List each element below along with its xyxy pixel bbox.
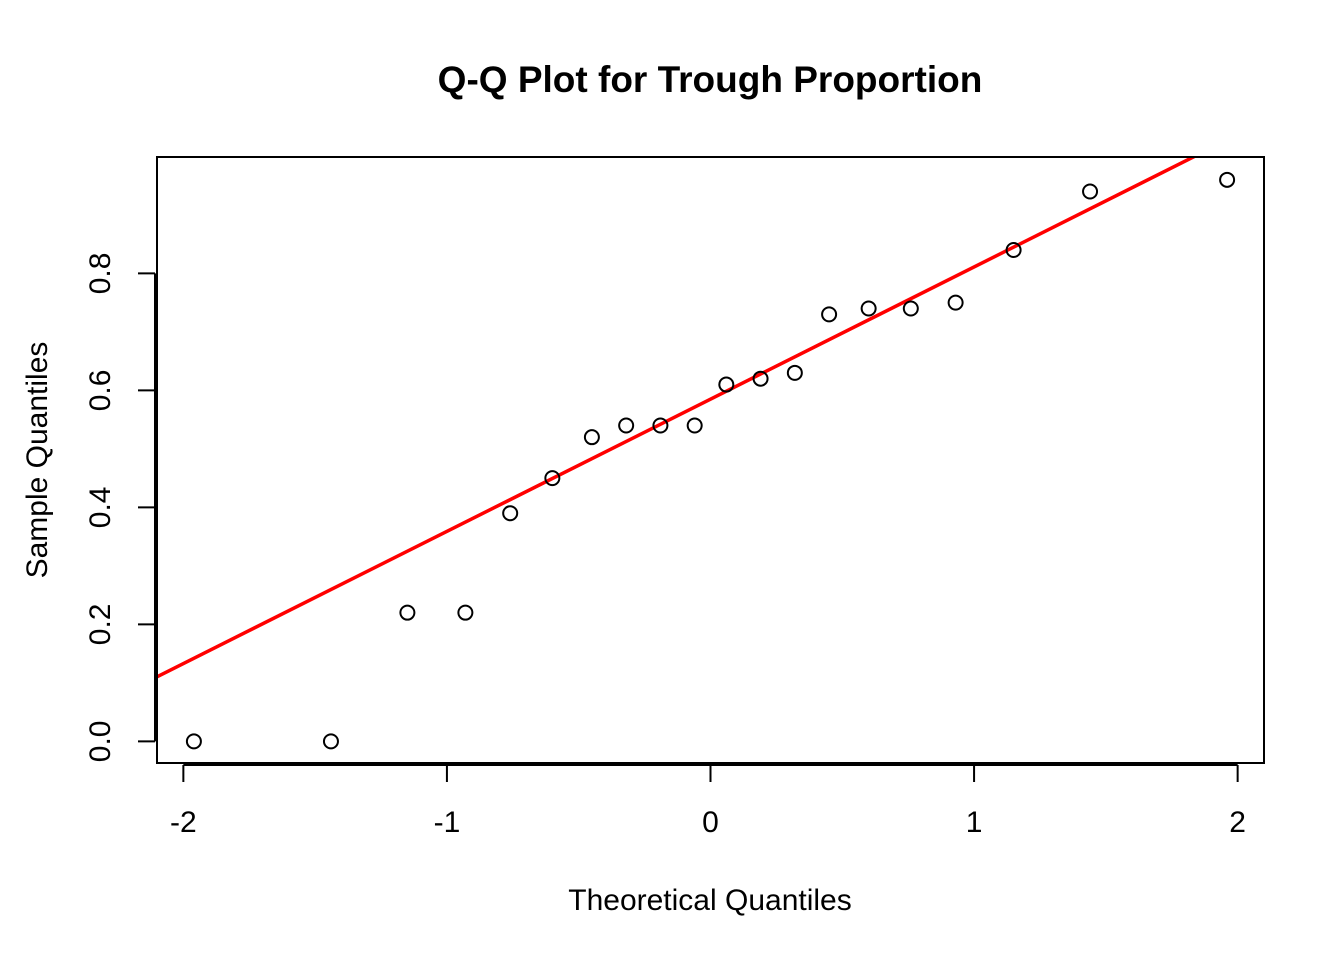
data-point [752, 370, 769, 387]
y-tick-label: 0.6 [84, 370, 117, 412]
y-axis-label: Sample Quantiles [21, 342, 54, 579]
data-point [322, 733, 339, 750]
y-axis: 0.0 0.2 0.4 0.6 0.8 [84, 253, 156, 762]
plot-frame [156, 156, 1265, 764]
data-point [860, 300, 877, 317]
data-point [185, 733, 202, 750]
x-tick-label: 2 [1229, 806, 1246, 839]
data-point [1082, 183, 1099, 200]
chart-title: Q-Q Plot for Trough Proportion [438, 59, 983, 100]
data-point [583, 429, 600, 446]
points-layer [185, 171, 1236, 750]
data-point [947, 294, 964, 311]
data-point [1005, 242, 1022, 259]
data-point [686, 417, 703, 434]
x-tick-label: -1 [434, 806, 461, 839]
data-point [457, 604, 474, 621]
qq-reference-line [157, 157, 1198, 679]
data-point [544, 470, 561, 487]
data-point [502, 505, 519, 522]
data-point [399, 604, 416, 621]
data-point [618, 417, 635, 434]
y-tick-label: 0.4 [84, 487, 117, 529]
y-tick-label: 0.0 [84, 720, 117, 762]
x-tick-label: -2 [170, 806, 197, 839]
x-axis-label: Theoretical Quantiles [568, 884, 851, 917]
y-tick-label: 0.2 [84, 604, 117, 646]
data-point [652, 417, 669, 434]
data-point [821, 306, 838, 323]
data-point [786, 364, 803, 381]
y-tick-label: 0.8 [84, 253, 117, 295]
x-tick-label: 0 [702, 806, 719, 839]
x-tick-label: 1 [966, 806, 983, 839]
reference-line-layer [157, 157, 1198, 679]
data-point [902, 300, 919, 317]
x-axis: -2 -1 0 1 2 [170, 764, 1246, 839]
data-point [1219, 171, 1236, 188]
data-point [718, 376, 735, 393]
